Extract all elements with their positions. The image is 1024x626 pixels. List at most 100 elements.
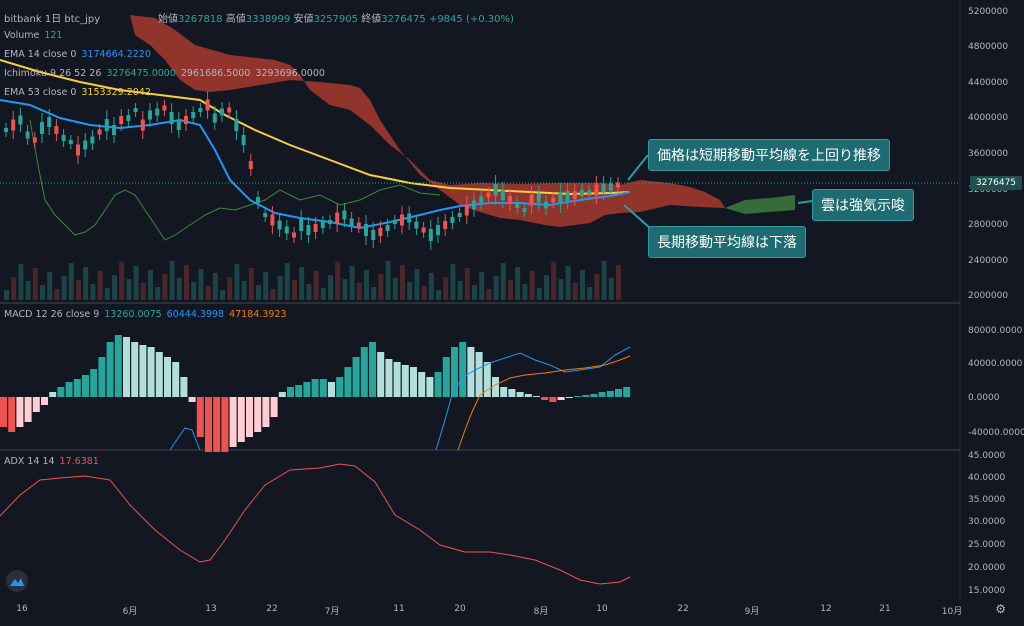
macd-hist-bar <box>369 342 376 397</box>
candle-body <box>349 218 354 226</box>
legend-value: 2961686.5000 <box>180 68 251 79</box>
volume-bar <box>270 289 276 300</box>
candle-body <box>155 108 160 116</box>
candle-body <box>436 225 440 235</box>
legend-value: 13260.0075 <box>104 309 162 320</box>
macd-hist-bar <box>254 397 262 432</box>
volume-bar <box>544 275 549 300</box>
volume-bar <box>277 276 283 300</box>
volume-bar <box>565 266 571 300</box>
candle-body <box>493 184 498 196</box>
ema14-line <box>0 99 631 230</box>
macd-hist-bar <box>155 352 163 397</box>
time-tick: 12 <box>820 604 832 614</box>
time-tick: 10 <box>596 604 608 614</box>
adx-tick: 40.0000 <box>968 473 1006 483</box>
price-tick: 3600000 <box>968 149 1009 159</box>
volume-bar <box>68 263 74 300</box>
candle-body <box>212 113 217 123</box>
legend-adx[interactable]: ADX 14 14 17.6381 <box>4 456 104 467</box>
close-label: 終値 <box>361 14 382 25</box>
candle-body <box>76 144 80 156</box>
price-tick: 2000000 <box>968 291 1009 301</box>
volume-bar <box>364 270 369 300</box>
macd-line <box>435 346 631 451</box>
macd-hist-bar <box>557 397 565 400</box>
tradingview-logo-icon[interactable] <box>6 570 28 592</box>
macd-hist-bar <box>147 347 155 397</box>
macd-tick: -40000.0000 <box>968 428 1024 438</box>
volume-bar <box>587 287 593 300</box>
candle-body <box>68 140 73 144</box>
volume-bar <box>227 277 233 300</box>
high-value: 3338999 <box>245 14 291 25</box>
macd-hist-bar <box>41 397 48 405</box>
candle-body <box>61 135 66 141</box>
macd-hist-bar <box>524 394 532 397</box>
volume-bar <box>292 280 297 300</box>
macd-hist-bar <box>549 397 557 402</box>
price-tick: 4000000 <box>968 113 1009 123</box>
low-value: 3257905 <box>313 14 359 25</box>
candle-body <box>508 196 512 204</box>
price-tick: 2800000 <box>968 220 1009 230</box>
volume-bar <box>306 284 312 300</box>
legend-macd[interactable]: MACD 12 26 close 9 13260.0075 60444.3998 47… <box>4 309 292 320</box>
legend-ema53[interactable]: EMA 53 close 0 3153329.2042 <box>4 87 156 98</box>
adx-tick: 35.0000 <box>968 495 1006 505</box>
candle-body <box>313 224 318 232</box>
gear-icon[interactable]: ⚙ <box>995 602 1006 616</box>
legend-value: 3293696.0000 <box>255 68 325 79</box>
candle-body <box>356 222 361 228</box>
volume-bar <box>140 283 146 300</box>
callout-cloud: 雲は強気示唆 <box>812 189 914 221</box>
candle-body <box>263 213 268 217</box>
volume-bar <box>443 277 449 300</box>
ohlc-readout: 始値3267818 高値3338999 安値3257905 終値3276475 … <box>158 10 514 25</box>
candle-body <box>443 221 448 229</box>
volume-bar <box>248 268 254 300</box>
volume-bar <box>580 270 585 300</box>
volume-bar <box>18 264 24 300</box>
macd-hist-bar <box>229 397 237 447</box>
price-tick: 2400000 <box>968 256 1009 266</box>
volume-bar <box>220 290 225 300</box>
volume-bar <box>61 276 67 300</box>
macd-hist-bar <box>246 397 253 437</box>
candle-body <box>256 197 260 203</box>
candle-body <box>371 230 376 240</box>
time-tick: 8月 <box>533 607 549 617</box>
last-price-tag: 3276475 <box>970 176 1022 190</box>
candle-body <box>392 220 397 224</box>
macd-hist-bar <box>205 397 212 452</box>
macd-hist-bar <box>582 395 590 397</box>
volume-bar <box>558 279 564 300</box>
candle-body <box>11 119 16 131</box>
volume-bar <box>212 273 218 300</box>
macd-hist-bar <box>49 392 57 397</box>
candle-body <box>364 224 368 236</box>
candle-body <box>25 131 30 139</box>
time-tick: 11 <box>393 604 405 614</box>
price-candles[interactable] <box>4 91 620 250</box>
time-tick: 13 <box>205 604 217 614</box>
legend-ichimoku[interactable]: Ichimoku 9 26 52 26 3276475.0000 2961686.5… <box>4 68 330 79</box>
macd-hist-bar <box>352 357 360 397</box>
macd-hist-bar <box>426 377 434 397</box>
candle-body <box>529 194 534 206</box>
symbol-title[interactable]: bitbank 1日 btc_jpy <box>4 10 100 25</box>
volume-bar <box>464 268 470 300</box>
legend-volume[interactable]: Volume 121 <box>4 30 67 41</box>
volume-bar <box>450 264 456 300</box>
volume-bar <box>198 269 204 300</box>
volume-bar <box>284 263 290 300</box>
candle-body <box>457 213 462 217</box>
time-tick: 22 <box>677 604 689 614</box>
legend-ema14[interactable]: EMA 14 close 0 3174664.2220 <box>4 49 156 60</box>
candle-body <box>544 201 548 209</box>
volume-bar <box>515 267 521 300</box>
macd-hist-bar <box>459 342 467 397</box>
macd-hist-bar <box>483 362 491 397</box>
legend-value: 3153329.2042 <box>81 87 151 98</box>
